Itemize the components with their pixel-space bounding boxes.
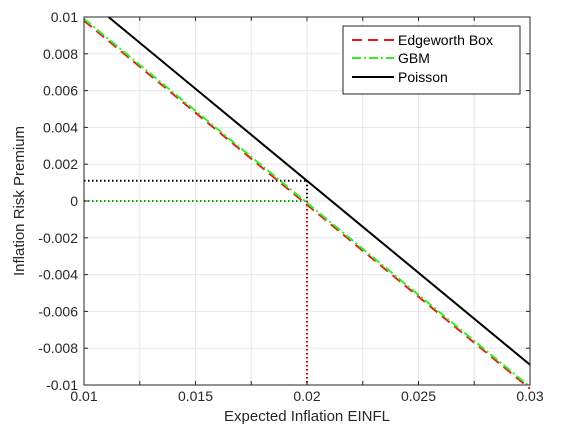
series-line-gbm [83, 18, 531, 388]
y-tick-label: 0 [70, 193, 78, 209]
y-tick-label: 0.008 [43, 46, 78, 62]
series-line-poisson [107, 16, 531, 366]
legend: Edgeworth Box GBM Poisson [342, 25, 521, 95]
y-tick-label: -0.01 [46, 377, 78, 393]
x-tick-label: 0.01 [70, 388, 97, 404]
y-tick-label: -0.006 [38, 303, 78, 319]
x-tick-label: 0.03 [516, 388, 543, 404]
y-tick-label: -0.004 [38, 267, 78, 283]
x-tick-label: 0.025 [401, 388, 436, 404]
series-line-edgeworth-box [83, 19, 531, 390]
legend-box [342, 25, 521, 95]
y-tick-label: -0.008 [38, 340, 78, 356]
x-axis-ticks: 0.01 0.015 0.02 0.025 0.03 [70, 17, 544, 404]
y-tick-label: 0.004 [43, 119, 78, 135]
x-axis-label: Expected Inflation EINFL [224, 408, 390, 425]
y-tick-label: 0.002 [43, 156, 78, 172]
y-tick-label: 0.006 [43, 83, 78, 99]
legend-label-gbm: GBM [398, 50, 430, 66]
series-lines [83, 16, 531, 390]
reference-lines [84, 179, 308, 385]
legend-label-edgeworth-box: Edgeworth Box [398, 32, 493, 48]
y-tick-label: -0.002 [38, 230, 78, 246]
x-tick-label: 0.015 [178, 388, 213, 404]
legend-label-poisson: Poisson [398, 69, 448, 85]
y-axis-ticks: 0.01 0.008 0.006 0.004 0.002 0 -0.002 -0.004 -0.… [38, 9, 530, 393]
y-axis-label: Inflation Risk Premium [11, 126, 28, 276]
x-tick-label: 0.02 [293, 388, 320, 404]
y-tick-label: 0.01 [51, 9, 78, 25]
